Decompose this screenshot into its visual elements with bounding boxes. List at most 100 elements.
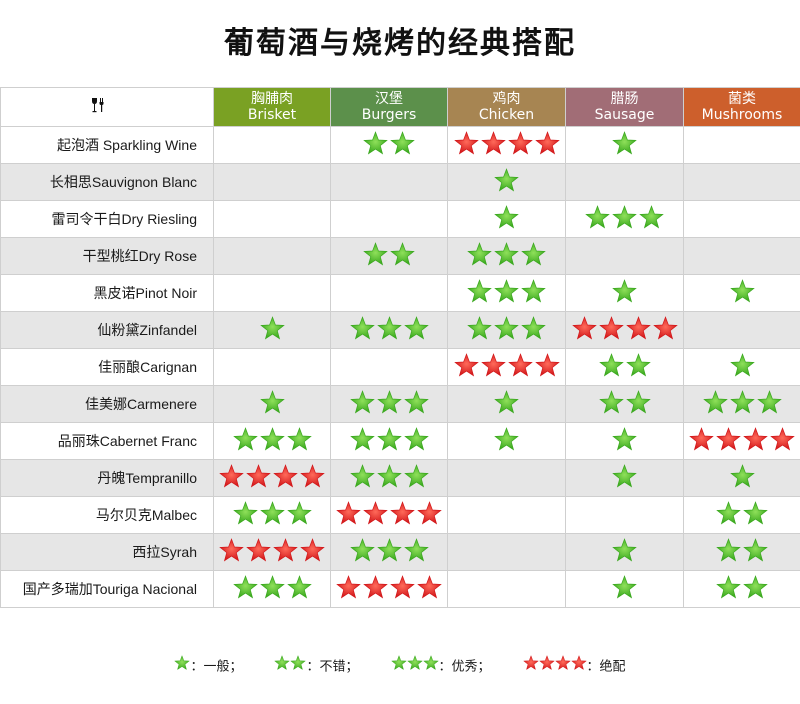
red-star-icon [390, 574, 415, 604]
green-star-icon [494, 204, 519, 234]
rating-cell [330, 348, 448, 386]
red-star-icon [219, 537, 244, 567]
rating-cell [330, 274, 448, 312]
green-star-icon [612, 426, 637, 456]
legend-item: ：不错； [274, 655, 359, 675]
table-row: 丹魄Tempranillo [0, 459, 800, 497]
wine-name: 起泡酒 Sparkling Wine [0, 126, 214, 164]
green-star-icon [403, 426, 429, 456]
rating-cell [330, 496, 448, 534]
rating-cell [330, 237, 448, 275]
red-star-icon [571, 315, 597, 345]
red-star-icon [538, 655, 555, 675]
red-star-icon [300, 463, 325, 493]
green-star-icon [494, 278, 519, 308]
green-star-icon [349, 463, 375, 493]
table-row: 品丽珠Cabernet Franc [0, 422, 800, 460]
wine-name: 雷司令干白Dry Riesling [0, 200, 214, 238]
rating-cell [447, 570, 566, 608]
red-star-icon [219, 463, 244, 493]
column-header-zh: 胸脯肉 [251, 91, 293, 107]
green-star-icon [349, 389, 375, 419]
rating-cell [683, 459, 800, 497]
table-body: 起泡酒 Sparkling Wine 长相思Sauvignon Blanc 雷司令干… [0, 126, 800, 608]
rating-cell [213, 200, 331, 238]
rating-cell [330, 459, 448, 497]
table-row: 长相思Sauvignon Blanc [0, 163, 800, 201]
green-star-icon [363, 130, 388, 160]
rating-cell [683, 274, 800, 312]
green-star-icon [259, 426, 285, 456]
rating-cell [447, 496, 566, 534]
green-star-icon [743, 574, 768, 604]
rating-cell [447, 533, 566, 571]
wine-name: 品丽珠Cabernet Franc [0, 422, 214, 460]
rating-cell [447, 200, 566, 238]
table-row: 西拉Syrah [0, 533, 800, 571]
green-star-icon [286, 426, 312, 456]
wine-name: 长相思Sauvignon Blanc [0, 163, 214, 201]
green-star-icon [403, 537, 429, 567]
rating-cell [213, 348, 331, 386]
legend-item: ：一般； [174, 655, 242, 675]
green-star-icon [376, 426, 402, 456]
rating-cell [565, 385, 684, 423]
rating-cell [330, 385, 448, 423]
green-star-icon [232, 426, 258, 456]
rating-cell [330, 570, 448, 608]
red-star-icon [417, 500, 442, 530]
wine-name: 佳美娜Carmenere [0, 385, 214, 423]
rating-cell [447, 422, 566, 460]
rating-cell [447, 311, 566, 349]
green-star-icon [612, 537, 637, 567]
rating-cell [565, 570, 684, 608]
rating-cell [565, 126, 684, 164]
pairing-table: 胸脯肉 Brisket 汉堡 Burgers 鸡肉 Chicken 腊肠 Sau… [0, 87, 800, 608]
green-star-icon [494, 167, 519, 197]
red-star-icon [363, 574, 388, 604]
table-row: 佳美娜Carmenere [0, 385, 800, 423]
column-header-en: Mushrooms [701, 107, 783, 123]
green-star-icon [521, 241, 546, 271]
rating-cell [213, 274, 331, 312]
wine-glass-fork-icon [91, 98, 105, 117]
green-star-icon [521, 315, 546, 345]
red-star-icon [363, 500, 388, 530]
green-star-icon [521, 278, 546, 308]
green-star-icon [494, 241, 519, 271]
rating-cell [565, 422, 684, 460]
rating-cell [565, 533, 684, 571]
red-star-icon [570, 655, 587, 675]
rating-cell [213, 126, 331, 164]
header-row: 胸脯肉 Brisket 汉堡 Burgers 鸡肉 Chicken 腊肠 Sau… [0, 87, 800, 127]
rating-cell [565, 274, 684, 312]
green-star-icon [467, 278, 492, 308]
rating-cell [213, 533, 331, 571]
rating-cell [213, 237, 331, 275]
green-star-icon [612, 278, 637, 308]
column-header-chicken: 鸡肉 Chicken [447, 87, 566, 127]
rating-cell [213, 496, 331, 534]
green-star-icon [716, 537, 741, 567]
red-star-icon [273, 463, 298, 493]
red-star-icon [522, 655, 539, 675]
rating-cell [213, 385, 331, 423]
legend-label: ：优秀； [438, 659, 491, 675]
rating-cell [565, 237, 684, 275]
red-star-icon [246, 537, 271, 567]
green-star-icon [494, 426, 519, 456]
green-star-icon [286, 574, 312, 604]
rating-cell [683, 126, 800, 164]
red-star-icon [534, 130, 560, 160]
red-star-icon [480, 130, 506, 160]
red-star-icon [246, 463, 271, 493]
rating-cell [447, 126, 566, 164]
red-star-icon [507, 130, 533, 160]
rating-cell [213, 163, 331, 201]
legend-label: ：绝配 [586, 659, 626, 675]
green-star-icon [376, 389, 402, 419]
green-star-icon [259, 500, 285, 530]
green-star-icon [639, 204, 664, 234]
rating-cell [330, 126, 448, 164]
red-star-icon [480, 352, 506, 382]
